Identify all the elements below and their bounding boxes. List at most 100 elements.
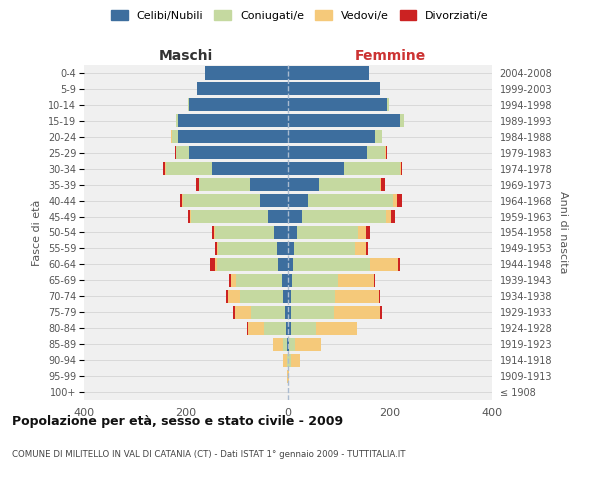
- Bar: [190, 210, 191, 223]
- Bar: [233, 306, 235, 319]
- Bar: [381, 178, 385, 191]
- Bar: [231, 274, 236, 287]
- Bar: [294, 242, 355, 255]
- Bar: [295, 338, 320, 350]
- Bar: [287, 370, 288, 382]
- Bar: [380, 306, 382, 319]
- Bar: [290, 322, 316, 335]
- Bar: [218, 242, 277, 255]
- Bar: [388, 98, 389, 112]
- Bar: [288, 66, 368, 80]
- Bar: [400, 162, 401, 175]
- Bar: [283, 354, 287, 366]
- Bar: [188, 210, 190, 223]
- Bar: [374, 274, 375, 287]
- Bar: [178, 114, 288, 128]
- Bar: [288, 242, 294, 255]
- Bar: [288, 146, 367, 160]
- Bar: [338, 274, 374, 287]
- Bar: [386, 146, 387, 160]
- Bar: [288, 258, 293, 271]
- Bar: [365, 242, 368, 255]
- Bar: [288, 354, 290, 366]
- Bar: [288, 338, 289, 350]
- Bar: [188, 98, 288, 112]
- Bar: [212, 226, 214, 239]
- Bar: [308, 194, 392, 207]
- Bar: [375, 130, 382, 143]
- Bar: [288, 194, 308, 207]
- Bar: [297, 226, 358, 239]
- Bar: [293, 258, 370, 271]
- Bar: [288, 178, 319, 191]
- Bar: [171, 130, 172, 143]
- Bar: [164, 162, 166, 175]
- Bar: [290, 290, 335, 303]
- Bar: [214, 226, 215, 239]
- Bar: [247, 322, 248, 335]
- Bar: [283, 290, 288, 303]
- Bar: [260, 194, 288, 207]
- Bar: [199, 178, 250, 191]
- Bar: [226, 290, 229, 303]
- Bar: [288, 114, 400, 128]
- Bar: [184, 194, 260, 207]
- Bar: [288, 274, 292, 287]
- Bar: [229, 274, 231, 287]
- Bar: [385, 146, 386, 160]
- Bar: [196, 178, 199, 191]
- Bar: [302, 210, 386, 223]
- Bar: [215, 258, 217, 271]
- Bar: [288, 322, 290, 335]
- Bar: [316, 322, 357, 335]
- Bar: [400, 114, 404, 128]
- Bar: [217, 242, 218, 255]
- Bar: [398, 258, 400, 271]
- Bar: [380, 178, 381, 191]
- Bar: [212, 162, 288, 175]
- Bar: [391, 210, 395, 223]
- Bar: [288, 162, 344, 175]
- Bar: [366, 226, 370, 239]
- Text: Popolazione per età, sesso e stato civile - 2009: Popolazione per età, sesso e stato civil…: [12, 415, 343, 428]
- Bar: [287, 354, 288, 366]
- Text: Femmine: Femmine: [355, 50, 425, 64]
- Bar: [287, 338, 288, 350]
- Bar: [273, 338, 283, 350]
- Bar: [290, 306, 334, 319]
- Bar: [386, 210, 391, 223]
- Bar: [205, 66, 288, 80]
- Bar: [278, 258, 288, 271]
- Bar: [268, 210, 288, 223]
- Bar: [197, 82, 288, 96]
- Bar: [334, 306, 380, 319]
- Bar: [292, 274, 338, 287]
- Y-axis label: Anni di nascita: Anni di nascita: [558, 191, 568, 274]
- Bar: [182, 194, 184, 207]
- Bar: [235, 306, 251, 319]
- Bar: [288, 82, 380, 96]
- Bar: [172, 130, 178, 143]
- Bar: [379, 290, 380, 303]
- Bar: [288, 370, 289, 382]
- Bar: [286, 322, 288, 335]
- Bar: [355, 242, 365, 255]
- Bar: [288, 306, 290, 319]
- Bar: [344, 162, 400, 175]
- Bar: [211, 258, 215, 271]
- Bar: [288, 130, 375, 143]
- Bar: [191, 210, 268, 223]
- Bar: [277, 242, 288, 255]
- Bar: [215, 226, 274, 239]
- Bar: [236, 274, 282, 287]
- Bar: [176, 146, 188, 160]
- Bar: [215, 242, 217, 255]
- Bar: [166, 162, 212, 175]
- Legend: Celibi/Nubili, Coniugati/e, Vedovi/e, Divorziati/e: Celibi/Nubili, Coniugati/e, Vedovi/e, Di…: [107, 6, 493, 25]
- Bar: [289, 338, 295, 350]
- Y-axis label: Fasce di età: Fasce di età: [32, 200, 43, 266]
- Bar: [180, 194, 182, 207]
- Bar: [239, 290, 283, 303]
- Bar: [319, 178, 380, 191]
- Bar: [286, 306, 288, 319]
